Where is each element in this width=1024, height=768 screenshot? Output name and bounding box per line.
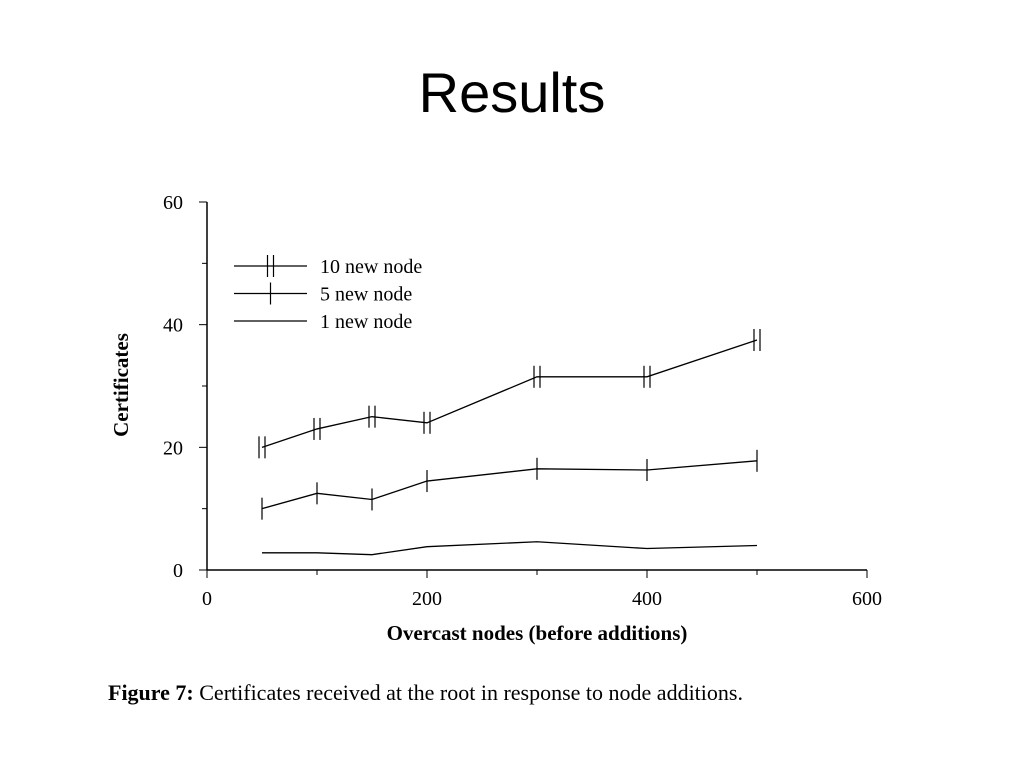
legend-item: 10 new node [234,255,422,278]
series-line [261,460,758,510]
figure-caption: Figure 7: Certificates received at the r… [108,678,928,708]
y-tick-label: 40 [163,315,183,337]
y-tick-label: 0 [173,560,183,582]
legend-label: 5 new node [320,284,412,306]
slide-title: Results [418,61,606,124]
x-tick-label: 400 [632,588,662,610]
series-2 [261,449,758,520]
legend-item: 5 new node [234,282,412,306]
legend-label: 1 new node [320,311,412,333]
y-axis-label: Certificates [109,333,133,437]
legend-label: 10 new node [320,256,422,278]
chart-axes [206,202,867,571]
series-3 [262,541,758,556]
x-axis-label: Overcast nodes (before additions) [387,621,688,645]
series-line [262,541,758,556]
figure-caption-text: Certificates received at the root in res… [199,680,743,705]
figure-caption-label: Figure 7: [108,680,194,705]
series-1 [258,329,761,459]
legend-item: 1 new node [234,311,412,333]
x-tick-label: 200 [412,588,442,610]
x-tick-label: 600 [852,588,882,610]
series-line [261,339,758,448]
y-tick-label: 60 [163,192,183,214]
chart-series [258,329,761,556]
y-tick-label: 20 [163,437,183,459]
x-tick-label: 0 [202,588,212,610]
chart-legend: 10 new node 5 new node 1 new node [234,255,422,333]
